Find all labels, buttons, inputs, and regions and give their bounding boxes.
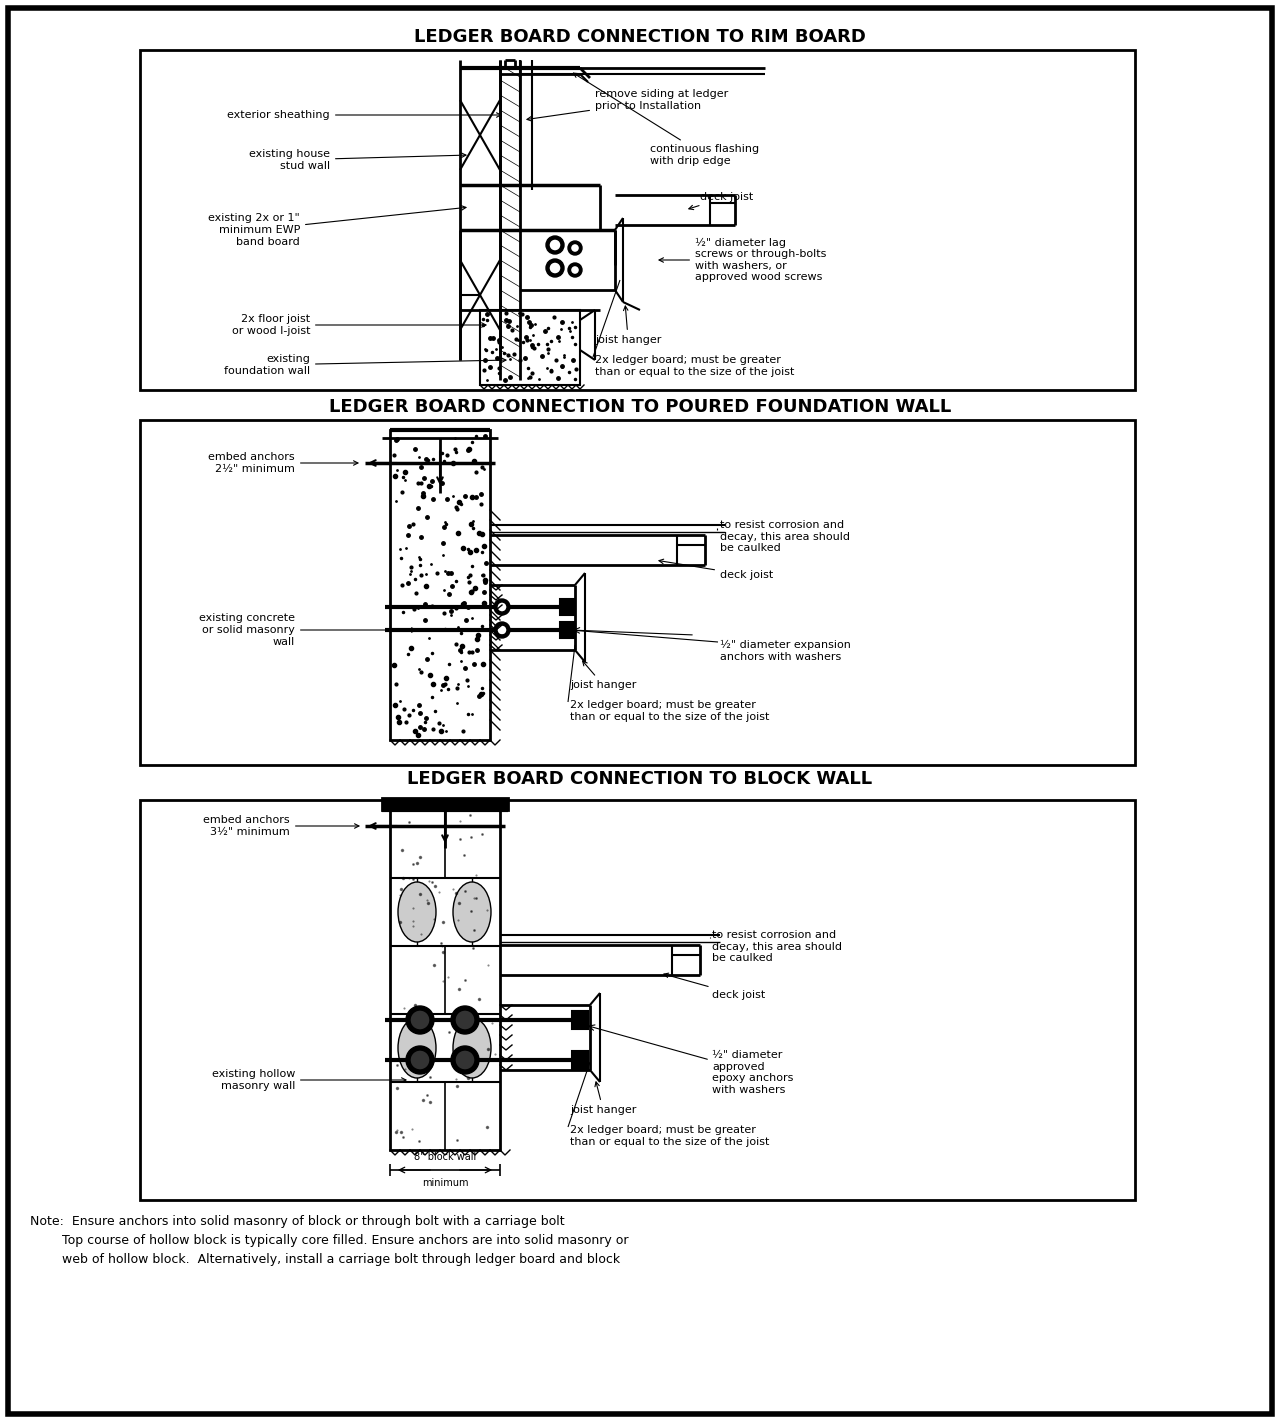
Circle shape — [410, 1010, 430, 1030]
Circle shape — [497, 602, 507, 611]
Circle shape — [454, 1049, 475, 1069]
Bar — [572, 1051, 588, 1069]
Text: minimum: minimum — [421, 1177, 468, 1187]
Text: joist hanger: joist hanger — [570, 1082, 636, 1115]
Circle shape — [406, 1005, 434, 1034]
Bar — [561, 621, 573, 638]
Bar — [561, 599, 573, 614]
Circle shape — [549, 239, 561, 252]
Text: ½" diameter
approved
epoxy anchors
with washers: ½" diameter approved epoxy anchors with … — [712, 1049, 794, 1095]
Bar — [140, 419, 1135, 765]
Ellipse shape — [453, 882, 492, 941]
Bar — [140, 50, 1135, 390]
Bar — [381, 798, 508, 811]
Text: 8" block wall: 8" block wall — [413, 1152, 476, 1162]
Text: embed anchors
2½" minimum: embed anchors 2½" minimum — [209, 452, 358, 474]
Text: ½" diameter lag
screws or through-bolts
with washers, or
approved wood screws: ½" diameter lag screws or through-bolts … — [659, 237, 827, 283]
Ellipse shape — [453, 1018, 492, 1078]
Text: 2x floor joist
or wood I-joist: 2x floor joist or wood I-joist — [232, 314, 486, 336]
Bar — [140, 801, 1135, 1200]
Text: existing concrete
or solid masonry
wall: existing concrete or solid masonry wall — [198, 613, 416, 647]
Bar — [390, 429, 490, 739]
Circle shape — [454, 1010, 475, 1030]
Text: deck joist: deck joist — [659, 559, 773, 580]
Ellipse shape — [398, 1018, 436, 1078]
Circle shape — [547, 236, 564, 255]
Circle shape — [406, 1047, 434, 1074]
Text: exterior sheathing: exterior sheathing — [228, 109, 500, 119]
Circle shape — [494, 621, 509, 638]
Text: LEDGER BOARD CONNECTION TO POURED FOUNDATION WALL: LEDGER BOARD CONNECTION TO POURED FOUNDA… — [329, 398, 951, 417]
Circle shape — [549, 262, 561, 274]
Text: deck joist: deck joist — [689, 192, 753, 209]
Text: continuous flashing
with drip edge: continuous flashing with drip edge — [573, 73, 759, 166]
Text: remove siding at ledger
prior to Installation: remove siding at ledger prior to Install… — [527, 90, 728, 121]
Text: existing
foundation wall: existing foundation wall — [224, 354, 506, 375]
Ellipse shape — [398, 882, 436, 941]
Circle shape — [451, 1047, 479, 1074]
Text: existing house
stud wall: existing house stud wall — [250, 149, 466, 171]
Text: existing hollow
masonry wall: existing hollow masonry wall — [211, 1069, 406, 1091]
Text: deck joist: deck joist — [664, 973, 765, 1000]
Text: 2x ledger board; must be greater
than or equal to the size of the joist: 2x ledger board; must be greater than or… — [595, 356, 795, 377]
Text: joist hanger: joist hanger — [595, 306, 662, 346]
Text: to resist corrosion and
decay, this area should
be caulked: to resist corrosion and decay, this area… — [719, 520, 850, 553]
Text: 2x ledger board; must be greater
than or equal to the size of the joist: 2x ledger board; must be greater than or… — [570, 1125, 769, 1146]
Text: LEDGER BOARD CONNECTION TO RIM BOARD: LEDGER BOARD CONNECTION TO RIM BOARD — [413, 28, 867, 46]
Text: 2x ledger board; must be greater
than or equal to the size of the joist: 2x ledger board; must be greater than or… — [570, 700, 769, 721]
Bar — [572, 1011, 588, 1030]
Circle shape — [571, 243, 580, 253]
Text: ½" diameter expansion
anchors with washers: ½" diameter expansion anchors with washe… — [719, 640, 851, 661]
Text: joist hanger: joist hanger — [570, 661, 636, 690]
Text: to resist corrosion and
decay, this area should
be caulked: to resist corrosion and decay, this area… — [712, 930, 842, 963]
Circle shape — [568, 263, 582, 277]
Circle shape — [497, 626, 507, 636]
Text: LEDGER BOARD CONNECTION TO BLOCK WALL: LEDGER BOARD CONNECTION TO BLOCK WALL — [407, 769, 873, 788]
Text: embed anchors
3½" minimum: embed anchors 3½" minimum — [204, 815, 358, 836]
Circle shape — [571, 266, 580, 274]
Circle shape — [547, 259, 564, 277]
Circle shape — [494, 599, 509, 614]
Text: Note:  Ensure anchors into solid masonry of block or through bolt with a carriag: Note: Ensure anchors into solid masonry … — [29, 1214, 628, 1266]
Text: existing 2x or 1"
minimum EWP
band board: existing 2x or 1" minimum EWP band board — [209, 206, 466, 246]
Circle shape — [451, 1005, 479, 1034]
Bar — [390, 811, 500, 1150]
Circle shape — [568, 240, 582, 255]
Circle shape — [410, 1049, 430, 1069]
Bar — [480, 310, 580, 385]
